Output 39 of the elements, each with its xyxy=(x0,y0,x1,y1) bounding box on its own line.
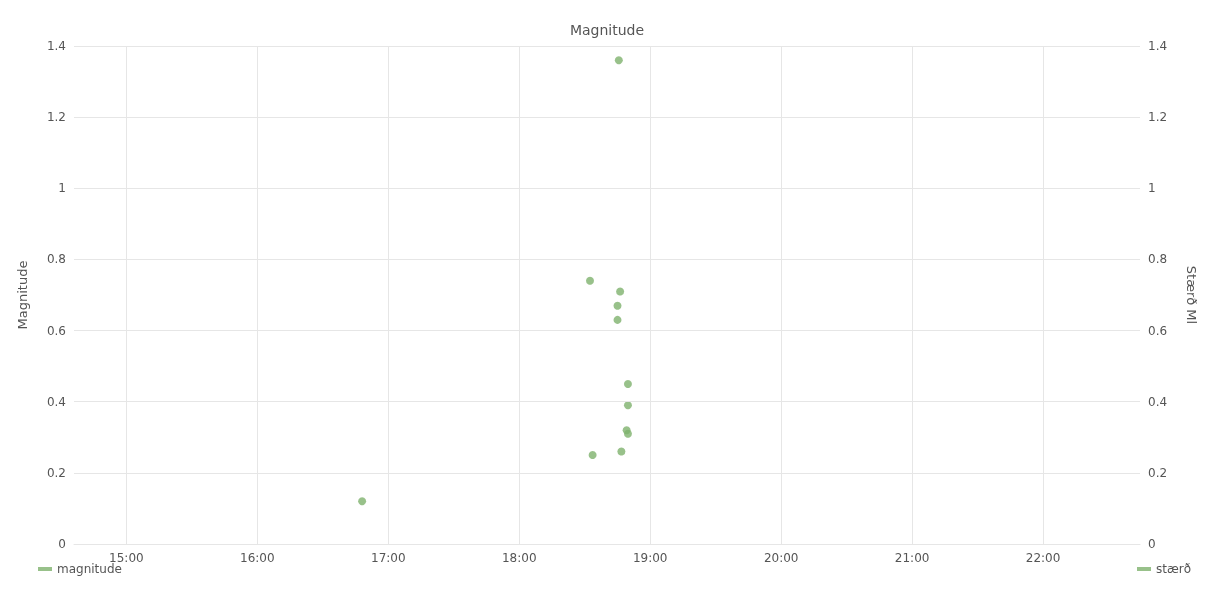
x-tick-label: 17:00 xyxy=(371,551,406,565)
x-tick-label: 18:00 xyxy=(501,551,537,565)
legend-label: magnitude xyxy=(57,562,122,576)
point xyxy=(617,447,626,456)
point xyxy=(623,401,632,410)
point xyxy=(585,276,594,285)
y-tick-label: 1.2 xyxy=(46,110,66,125)
y-tick-label: 1 xyxy=(58,181,66,196)
y2-axis-title: Stærð Ml xyxy=(1184,265,1199,325)
y2-tick-label: 1 xyxy=(1148,181,1156,196)
legend-label: stærð xyxy=(1155,562,1191,576)
y2-tick-label: 0.6 xyxy=(1148,323,1168,338)
y-tick-label: 0.2 xyxy=(46,465,66,480)
y2-tick-label: 1.2 xyxy=(1148,110,1168,125)
point xyxy=(613,301,622,310)
y-tick-label: 0.4 xyxy=(46,394,66,409)
x-tick-label: 19:00 xyxy=(632,551,668,565)
point xyxy=(614,56,623,65)
y2-tick-label: 0.4 xyxy=(1148,394,1168,409)
y2-tick-label: 0.2 xyxy=(1148,465,1168,480)
x-tick-label: 16:00 xyxy=(240,551,275,565)
x-tick-label: 22:00 xyxy=(1025,551,1061,565)
point xyxy=(616,287,625,296)
y2-tick-label: 1.4 xyxy=(1148,39,1168,53)
point xyxy=(613,315,622,324)
y2-tick-label: 0 xyxy=(1148,537,1156,551)
y-tick-label: 0.8 xyxy=(46,252,66,267)
y-tick-label: 0.6 xyxy=(46,323,66,338)
x-tick-label: 21:00 xyxy=(894,551,930,565)
y-axis-title: Magnitude xyxy=(15,260,30,330)
point xyxy=(358,497,367,506)
point xyxy=(588,451,597,460)
x-tick-label: 15:00 xyxy=(109,551,144,565)
y2-tick-label: 0.8 xyxy=(1148,252,1168,267)
y-tick-label: 0 xyxy=(58,537,66,551)
point xyxy=(623,379,632,388)
y-tick-label: 1.4 xyxy=(46,39,66,53)
x-tick-label: 20:00 xyxy=(763,551,799,565)
chart-title: Magnitude xyxy=(569,22,645,38)
